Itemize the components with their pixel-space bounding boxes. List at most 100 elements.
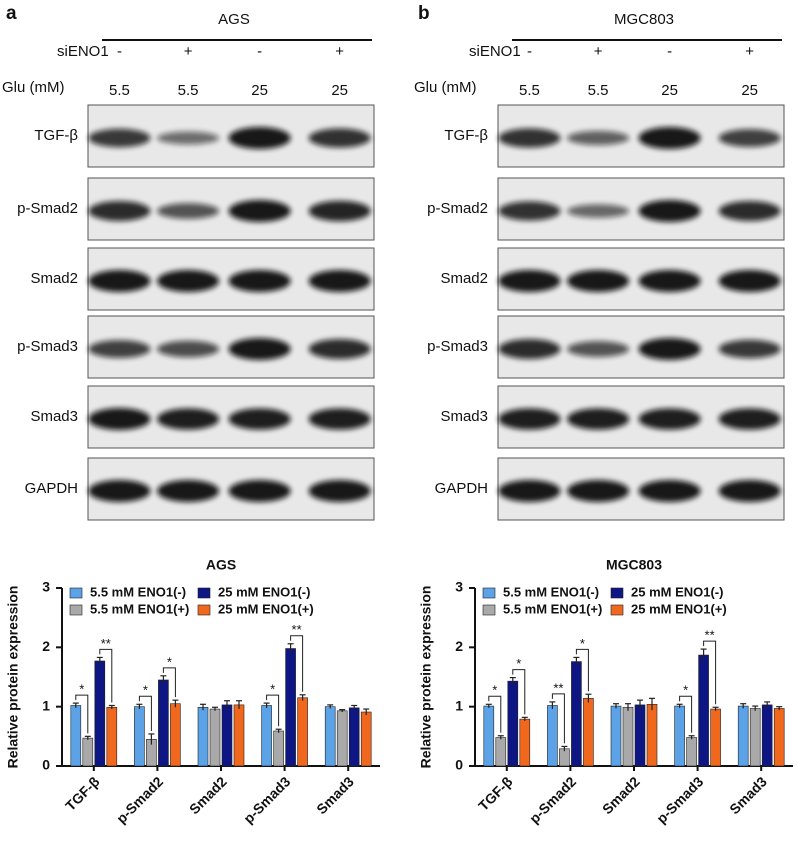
significance-bracket [575, 648, 589, 692]
lane-label: - [257, 43, 262, 60]
band [157, 340, 220, 358]
bar [261, 705, 272, 767]
bar [106, 706, 118, 767]
row-label: Glu (mM) [414, 79, 477, 96]
error-bar [299, 694, 306, 701]
lane-label: 5.5 [178, 82, 199, 99]
blot-label: Smad2 [30, 270, 78, 287]
y-tick-label: 3 [42, 579, 50, 595]
significance-bracket [99, 648, 113, 703]
x-tick-label: p-Smad3 [653, 773, 706, 826]
panel-label: b [418, 3, 430, 24]
band [638, 127, 701, 149]
bar [737, 705, 749, 767]
band [498, 408, 561, 430]
error-bar [625, 703, 631, 711]
significance-label: * [683, 683, 688, 698]
blot-label: GAPDH [25, 480, 78, 497]
lane-label: 5.5 [109, 82, 130, 99]
band [88, 340, 151, 358]
error-bar [200, 703, 206, 711]
y-axis-label: Relative protein expression [418, 586, 434, 769]
band [718, 480, 781, 502]
lane-label: + [594, 43, 603, 60]
lane-label: 5.5 [519, 82, 540, 99]
y-tick-label: 0 [455, 757, 463, 773]
lane-label: 25 [331, 82, 348, 99]
bar [559, 748, 570, 767]
bar [646, 703, 658, 767]
error-bar [96, 656, 103, 665]
blot-label: p-Smad2 [17, 200, 78, 217]
error-bar [752, 705, 759, 711]
band [638, 270, 701, 292]
legend-swatch [610, 604, 624, 616]
chart-title: AGS [206, 557, 236, 573]
error-bar [573, 656, 580, 666]
error-bar [136, 703, 143, 710]
error-bar [224, 700, 230, 710]
chart-title: MGC803 [606, 557, 662, 573]
significance-bracket [75, 694, 89, 734]
error-bar [676, 703, 683, 708]
error-bar [236, 700, 242, 710]
bar [507, 680, 519, 767]
x-tick-label: p-Smad3 [240, 773, 293, 826]
significance-bracket [290, 635, 304, 692]
error-bar [351, 704, 358, 711]
lane-label: 5.5 [588, 82, 609, 99]
bar [674, 705, 685, 767]
blot-label: TGF-β [444, 127, 488, 144]
band [638, 338, 701, 360]
x-tick-label: Smad3 [313, 773, 357, 817]
bar [233, 704, 245, 767]
band [88, 201, 151, 221]
significance-label: * [167, 654, 172, 669]
blot-label: Smad3 [440, 408, 488, 425]
significance-bracket [266, 694, 280, 727]
bar [285, 648, 296, 767]
significance-bracket [512, 669, 526, 715]
significance-label: * [143, 683, 148, 698]
bar [297, 697, 308, 767]
significance-bracket [138, 695, 152, 731]
legend-swatch [482, 587, 496, 599]
band [157, 480, 220, 502]
y-tick-label: 0 [42, 757, 50, 773]
error-bar [700, 648, 707, 661]
legend-swatch [610, 587, 624, 599]
band [308, 480, 371, 502]
significance-bracket [488, 695, 502, 733]
band [498, 480, 561, 502]
significance-label: ** [101, 636, 111, 651]
bar [761, 704, 773, 767]
x-tick-label: TGF-β [62, 773, 103, 814]
significance-label: ** [553, 680, 563, 695]
significance-label: * [270, 682, 275, 697]
x-tick-label: Smad2 [186, 773, 230, 817]
blot-label: p-Smad2 [427, 200, 488, 217]
error-bar [613, 703, 619, 709]
blot-label: TGF-β [34, 127, 78, 144]
band [567, 130, 630, 146]
error-bar [327, 704, 334, 709]
lane-label: - [527, 43, 532, 60]
error-bar [764, 701, 771, 708]
bar [749, 708, 761, 767]
blot-label: p-Smad3 [427, 338, 488, 355]
y-tick-label: 2 [42, 638, 50, 654]
error-bar [275, 728, 282, 733]
x-tick-label: TGF-β [475, 773, 516, 814]
cell-line: MGC803 [614, 11, 674, 28]
bar [483, 705, 495, 767]
significance-bracket [679, 695, 693, 733]
legend-label: 5.5 mM ENO1(+) [503, 601, 602, 616]
lane-label: - [117, 43, 122, 60]
x-tick-label: p-Smad2 [113, 773, 166, 826]
bar [209, 708, 221, 767]
error-bar [148, 733, 155, 745]
error-bar [649, 697, 655, 711]
bar [519, 718, 531, 767]
significance-label: ** [292, 622, 302, 637]
band [308, 339, 371, 359]
